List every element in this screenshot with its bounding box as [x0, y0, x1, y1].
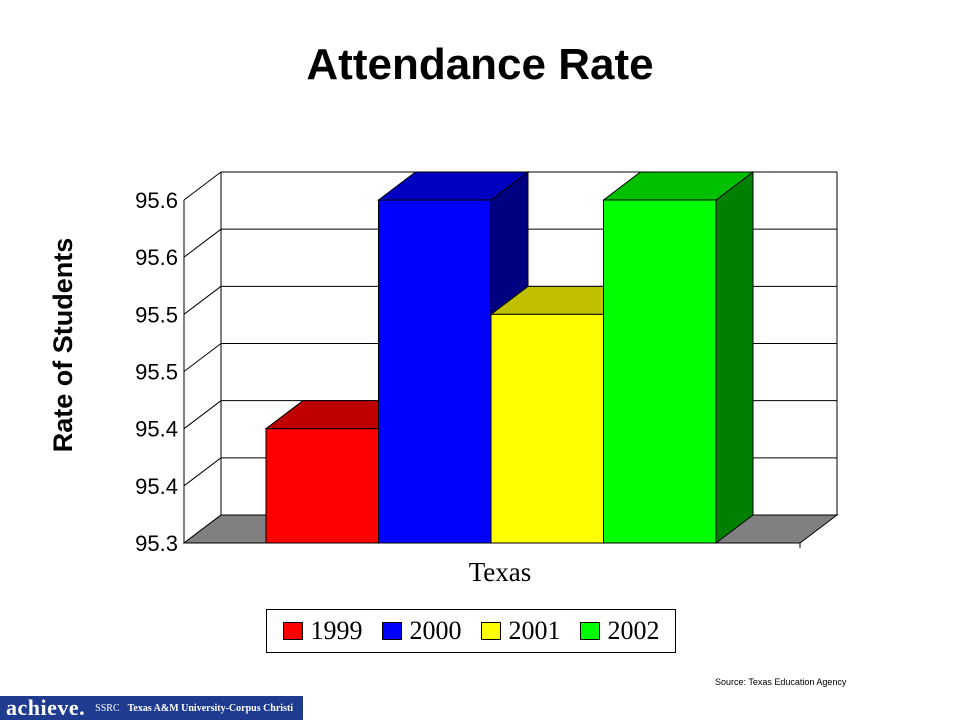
side-gridline: [183, 457, 222, 487]
side-gridline: [183, 171, 222, 201]
legend-item-2000: 2000: [381, 616, 462, 646]
y-tick-label: 95.6: [135, 188, 178, 213]
footer-banner: achieve. SSRC Texas A&M University-Corpu…: [0, 696, 303, 720]
bar-2000: [378, 199, 492, 544]
legend-swatch-1999: [282, 622, 303, 640]
y-tick-label: 95.5: [135, 302, 178, 327]
y-tick-label: 95.4: [135, 474, 178, 499]
bar-side-2002: [715, 170, 754, 545]
y-tick-label: 95.5: [135, 360, 178, 385]
legend-swatch-2002: [579, 622, 600, 640]
legend-label-2001: 2001: [508, 616, 561, 645]
legend-swatch-2001: [480, 622, 501, 640]
side-gridline: [183, 343, 222, 372]
side-gridline: [183, 400, 222, 430]
y-tick-label: 95.4: [135, 417, 178, 442]
achieve-logo: achieve.: [6, 696, 86, 720]
y-tick-label: 95.3: [135, 531, 178, 556]
ssrc-label: SSRC: [95, 702, 120, 714]
bar-2002: [603, 199, 717, 544]
bar-1999: [265, 428, 379, 544]
chart-legend: 1999 2000 2001 2002: [266, 609, 676, 653]
legend-label-2002: 2002: [607, 616, 660, 645]
y-tick-label: 95.6: [135, 245, 178, 270]
side-gridline: [183, 285, 222, 315]
chart-title: Attendance Rate: [306, 40, 654, 89]
bar-2001: [490, 313, 604, 544]
side-gridline: [183, 228, 222, 258]
legend-item-2001: 2001: [480, 616, 561, 646]
legend-label-2000: 2000: [409, 616, 462, 645]
source-note: Source: Texas Education Agency: [715, 677, 847, 687]
legend-swatch-2000: [381, 622, 402, 640]
legend-item-1999: 1999: [282, 616, 363, 646]
legend-label-1999: 1999: [310, 616, 363, 645]
x-category-label: Texas: [468, 557, 532, 587]
legend-item-2002: 2002: [579, 616, 660, 646]
university-label: Texas A&M University-Corpus Christi: [127, 702, 294, 714]
